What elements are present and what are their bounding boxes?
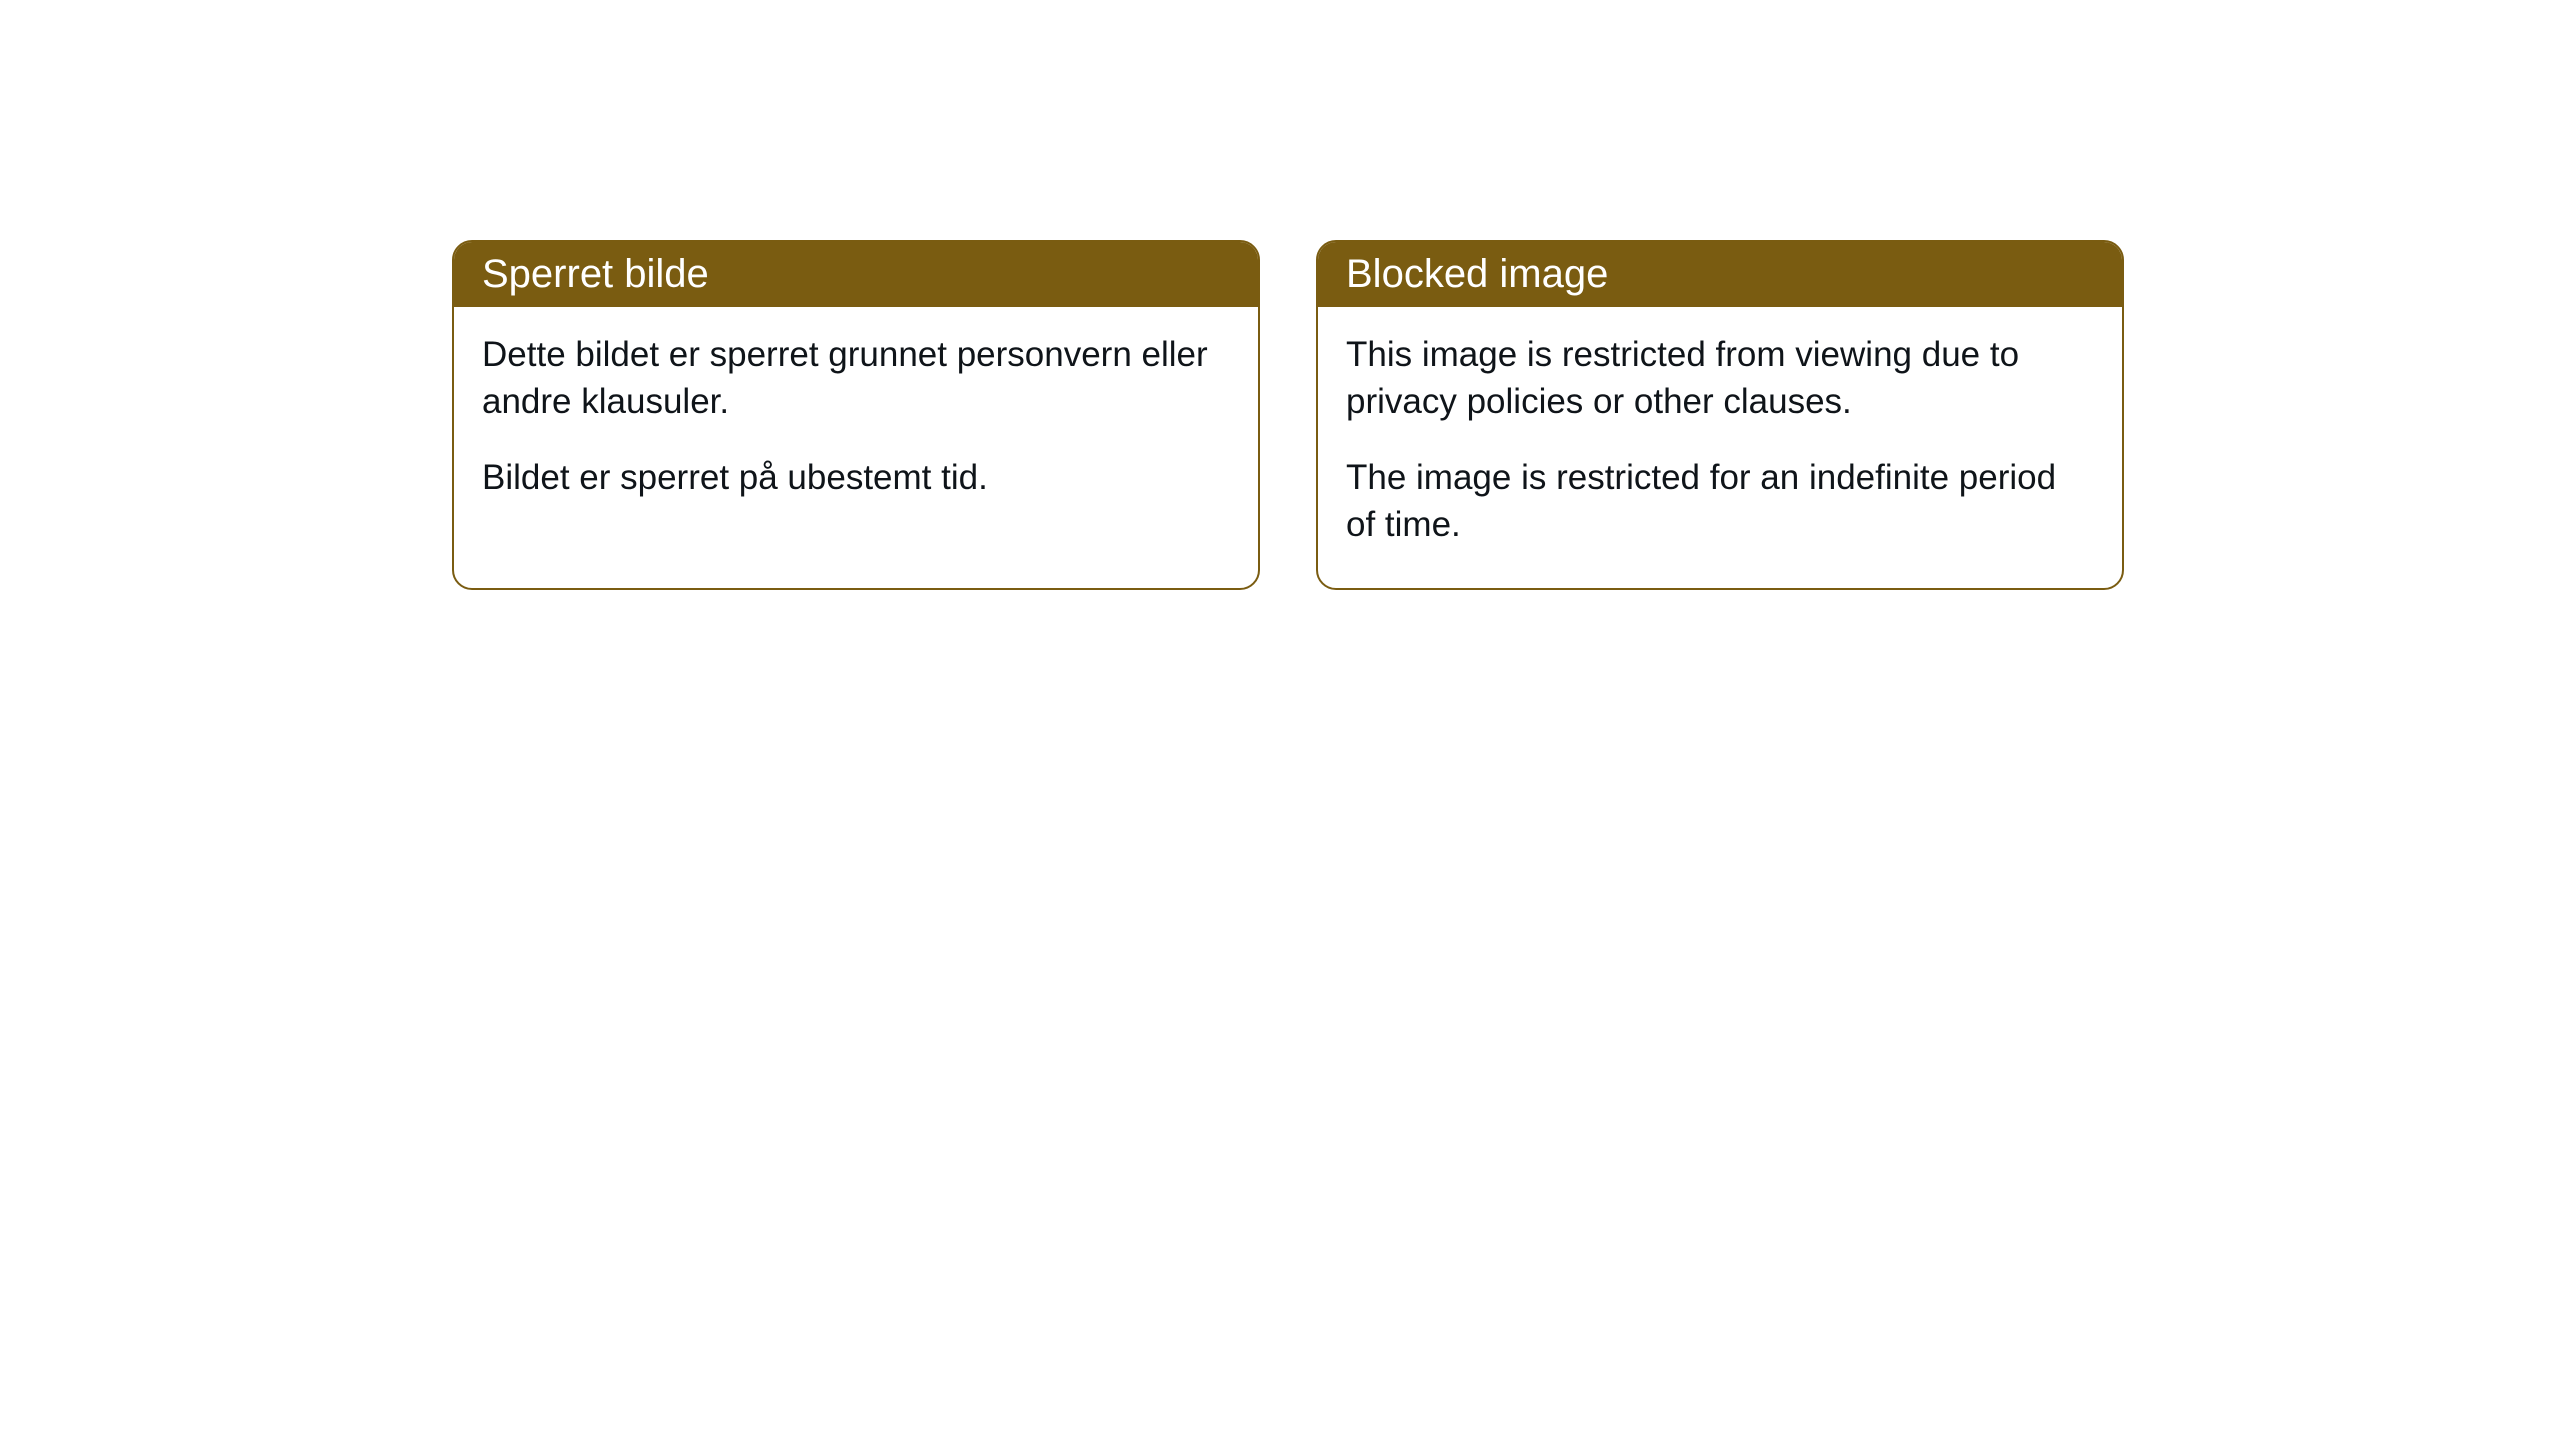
card-title: Blocked image <box>1346 252 1608 296</box>
card-body: This image is restricted from viewing du… <box>1318 307 2122 588</box>
card-paragraph: Bildet er sperret på ubestemt tid. <box>482 454 1230 501</box>
card-paragraph: This image is restricted from viewing du… <box>1346 331 2094 426</box>
card-title: Sperret bilde <box>482 252 709 296</box>
card-paragraph: The image is restricted for an indefinit… <box>1346 454 2094 549</box>
card-header: Sperret bilde <box>454 242 1258 307</box>
card-paragraph: Dette bildet er sperret grunnet personve… <box>482 331 1230 426</box>
notice-cards-container: Sperret bilde Dette bildet er sperret gr… <box>452 240 2124 590</box>
card-header: Blocked image <box>1318 242 2122 307</box>
notice-card-norwegian: Sperret bilde Dette bildet er sperret gr… <box>452 240 1260 590</box>
card-body: Dette bildet er sperret grunnet personve… <box>454 307 1258 541</box>
notice-card-english: Blocked image This image is restricted f… <box>1316 240 2124 590</box>
